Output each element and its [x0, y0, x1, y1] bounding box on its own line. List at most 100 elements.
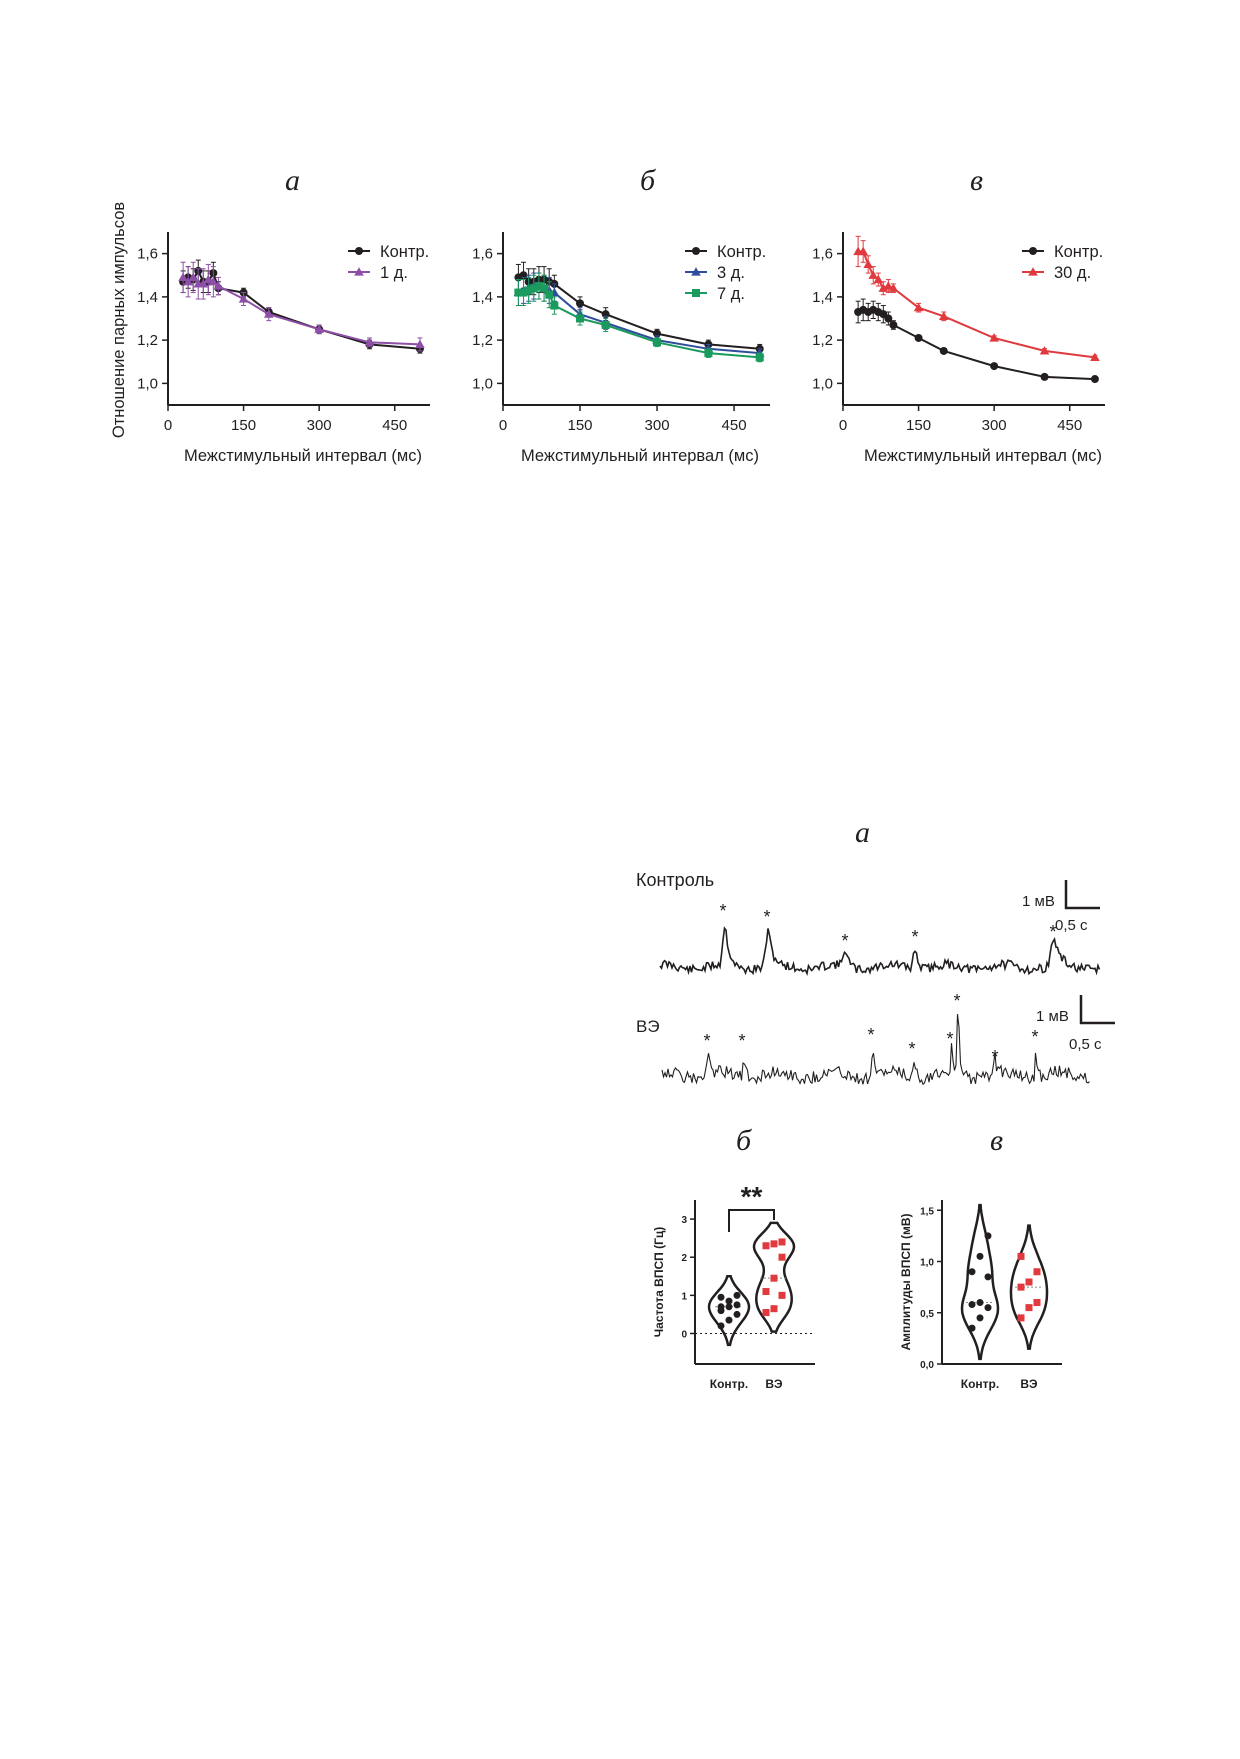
data-point: [1017, 1283, 1025, 1291]
data-point: [968, 1268, 976, 1276]
y-tick-label: 1,4: [812, 289, 833, 306]
data-point: [770, 1305, 778, 1313]
data-point: [1033, 1268, 1041, 1276]
data-point: [976, 1314, 984, 1322]
y-tick-label: 3: [681, 1215, 687, 1226]
violin-frequency: 0 1 2 3 Частота ВПСП (Гц) Контр. ВЭ **: [652, 1181, 815, 1391]
significance-stars: **: [741, 1181, 763, 1212]
data-point: [984, 1304, 992, 1312]
data-point: [534, 282, 543, 291]
data-point: [873, 274, 884, 284]
event-asterisk: *: [1049, 922, 1056, 942]
data-point: [653, 338, 662, 347]
data-point: [1039, 346, 1050, 355]
x-tick-label: 0: [499, 417, 507, 434]
x-tick-label: 150: [906, 417, 931, 434]
series-Контр.: Контр.: [179, 243, 429, 354]
data-point: [208, 276, 219, 286]
data-point: [188, 272, 198, 282]
data-point: [990, 362, 999, 371]
data-point: [704, 349, 713, 358]
chart-panel-a: 1,0 1,2 1,4 1,6 0 150 300 450 Контр. 1 д.: [137, 232, 430, 434]
data-point: [863, 259, 873, 269]
data-point: [913, 302, 924, 312]
data-point: [519, 288, 528, 297]
legend-marker: [354, 267, 364, 276]
y-tick-label: 1,4: [137, 289, 158, 306]
event-asterisk: *: [703, 1031, 710, 1051]
series-30 д.: 30 д.: [853, 235, 1100, 362]
data-point: [725, 1303, 733, 1311]
y-tick-label: 1,0: [472, 375, 493, 392]
data-point: [1025, 1304, 1033, 1312]
scale-bar-lines: [1079, 995, 1115, 1025]
data-point: [1017, 1314, 1025, 1322]
paired-pulse-charts: а б в Отношение парных импульсов Межстим…: [110, 164, 1105, 465]
data-point: [1090, 375, 1099, 384]
x-tick-label: 0: [839, 417, 847, 434]
y-tick-label: 1,0: [920, 1258, 934, 1269]
data-point: [778, 1291, 786, 1299]
traces-panel-label: а: [855, 816, 870, 849]
series-3 д.: 3 д.: [513, 264, 765, 358]
category-label: Контр.: [961, 1377, 999, 1391]
legend-label: 30 д.: [1054, 264, 1091, 282]
data-point: [733, 1310, 741, 1318]
data-point: [213, 281, 224, 290]
series-Контр.: Контр.: [514, 243, 766, 354]
panel-label-bottom-v: в: [990, 1124, 1003, 1157]
control-trace: [659, 926, 1101, 977]
x-axis-title-a: Межстимульный интервал (мс): [184, 447, 422, 465]
event-asterisk: *: [953, 991, 960, 1011]
data-point: [770, 1274, 778, 1282]
data-point: [415, 339, 425, 349]
x-tick-label: 150: [231, 417, 256, 434]
data-point: [725, 1297, 733, 1305]
data-point: [529, 284, 538, 293]
x-tick-label: 300: [982, 417, 1007, 434]
data-point: [968, 1324, 976, 1332]
data-point: [263, 309, 274, 318]
y-tick-label: 1,2: [472, 332, 493, 349]
series-Контр.: Контр.: [854, 243, 1103, 384]
data-point: [939, 346, 948, 355]
data-point: [1090, 352, 1100, 362]
chart-panel-b: 1,0 1,2 1,4 1,6 0 150 300 450 Контр. 3 д. 7 д.: [472, 232, 770, 434]
series-7 д.: 7 д.: [514, 272, 764, 363]
panel-label-v: в: [970, 164, 983, 197]
series-1 д.: 1 д.: [178, 261, 425, 352]
category-label: ВЭ: [1020, 1377, 1038, 1391]
y-tick-label: 0,0: [920, 1360, 934, 1371]
data-point: [989, 333, 999, 342]
data-point: [717, 1322, 725, 1330]
data-point: [717, 1303, 725, 1311]
data-point: [770, 1240, 778, 1248]
data-point: [938, 311, 949, 320]
ve-trace-label: ВЭ: [636, 1017, 660, 1036]
scale-bar-ve: 1 мВ 0,5 с: [1036, 995, 1115, 1053]
y-tick-label: 1: [681, 1291, 687, 1302]
data-point: [314, 324, 324, 333]
data-point: [878, 283, 889, 292]
scale-voltage-label: 1 мВ: [1036, 1008, 1069, 1025]
data-point: [968, 1301, 976, 1309]
data-point: [762, 1242, 770, 1250]
data-point: [540, 284, 549, 293]
data-point: [762, 1288, 770, 1296]
chart-panel-v: 1,0 1,2 1,4 1,6 0 150 300 450 Контр. 30 д.: [812, 232, 1105, 434]
scale-bar-lines: [1064, 880, 1100, 910]
legend-label: 7 д.: [717, 285, 745, 303]
data-point: [514, 288, 523, 297]
violin-amplitude: 0,0 0,5 1,0 1,5 Амплитуды ВПСП (мВ) Контр. ВЭ: [899, 1200, 1062, 1391]
data-point: [888, 283, 899, 292]
event-asterisk: *: [763, 907, 770, 927]
control-trace-label: Контроль: [636, 870, 714, 890]
epsc-traces: а Контроль ВЭ 1 мВ 0,5 с 1 мВ 0,5 с * ** *…: [636, 816, 1115, 1086]
data-point: [778, 1253, 786, 1261]
data-point: [858, 246, 868, 256]
data-point: [178, 272, 188, 282]
legend-label: 1 д.: [380, 264, 408, 282]
y-tick-label: 1,6: [137, 246, 158, 263]
x-tick-label: 450: [722, 417, 747, 434]
